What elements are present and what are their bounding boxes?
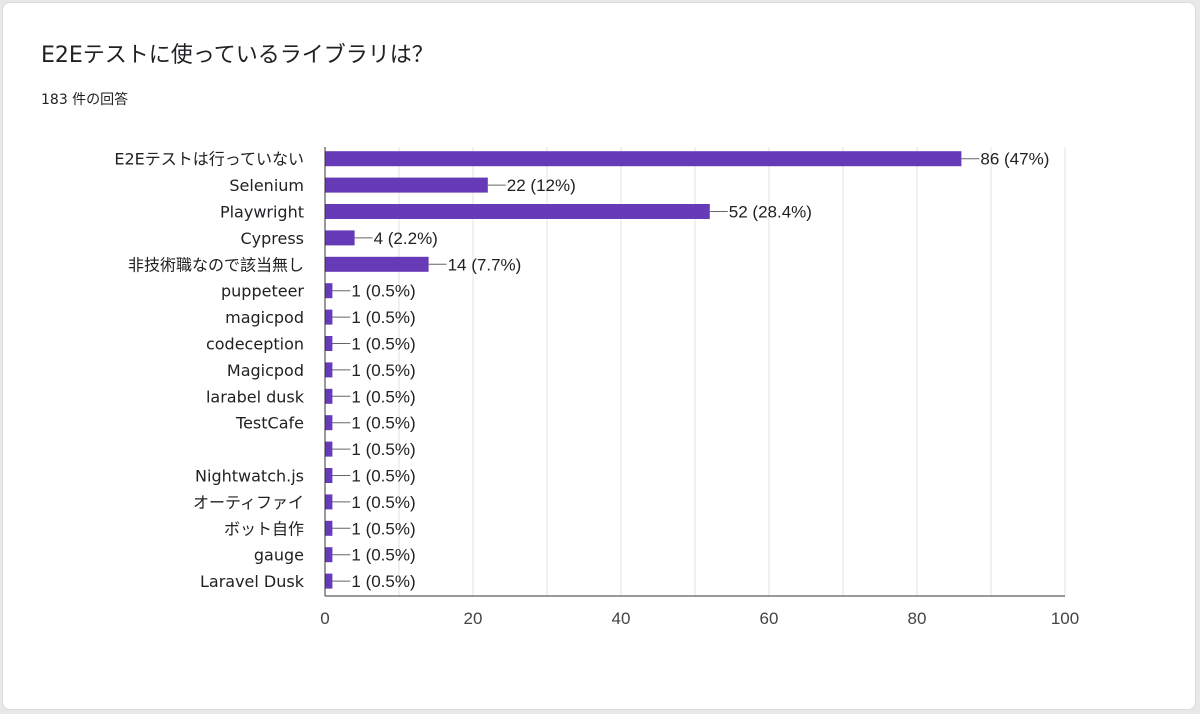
bar (325, 309, 333, 325)
bar (325, 336, 333, 351)
category-label: TestCafe (235, 414, 304, 433)
data-label: 1 (0.5%) (351, 387, 415, 406)
bar (325, 362, 333, 378)
category-label: オーティファイ (193, 493, 304, 512)
data-label: 1 (0.5%) (351, 546, 415, 565)
bar (325, 256, 429, 272)
category-label: Nightwatch.js (195, 467, 304, 486)
category-label: magicpod (225, 308, 304, 327)
x-tick-label: 20 (464, 609, 483, 628)
question-title: E2Eテストに使っているライブラリは？ (41, 43, 434, 68)
bar (325, 494, 333, 510)
labels: 0 20 40 60 80 100 86 (47%) E2Eテストは行っていない 22 (12%… (114, 150, 1079, 628)
data-label: 1 (0.5%) (351, 361, 415, 380)
data-label: 1 (0.5%) (351, 308, 415, 327)
bar (325, 283, 333, 299)
bar (325, 388, 333, 404)
data-label: 1 (0.5%) (351, 467, 415, 486)
category-label: 非技術職なので該当無し (128, 255, 304, 274)
bar (325, 230, 355, 246)
data-label: 1 (0.5%) (351, 493, 415, 512)
bars (325, 151, 962, 589)
data-label: 1 (0.5%) (351, 572, 415, 591)
x-tick-label: 100 (1051, 609, 1079, 628)
data-label: 1 (0.5%) (351, 335, 415, 354)
category-label: Laravel Dusk (200, 572, 305, 591)
bar (325, 573, 333, 589)
category-label: codeception (206, 335, 304, 354)
bar (325, 204, 710, 219)
response-count: 183 件の回答 (41, 92, 129, 108)
category-label: E2Eテストは行っていない (114, 150, 304, 169)
bar (325, 415, 333, 431)
category-label: gauge (254, 546, 304, 565)
data-label: 1 (0.5%) (351, 282, 415, 301)
data-label: 14 (7.7%) (448, 255, 522, 274)
bar (325, 441, 333, 457)
x-tick-label: 40 (612, 609, 631, 628)
bar (325, 468, 333, 483)
grid-lines (324, 147, 1066, 597)
bar (325, 547, 333, 563)
category-label: Playwright (220, 203, 304, 222)
data-label: 52 (28.4%) (729, 203, 812, 222)
data-label: 4 (2.2%) (374, 229, 438, 248)
x-tick-label: 80 (908, 609, 927, 628)
x-tick-label: 0 (320, 609, 329, 628)
data-label: 22 (12%) (507, 176, 576, 195)
bar (325, 520, 333, 536)
bar (325, 151, 962, 167)
data-label: 86 (47%) (980, 150, 1049, 169)
category-label: ボット自作 (224, 519, 304, 538)
data-label: 1 (0.5%) (351, 414, 415, 433)
category-label: puppeteer (221, 282, 304, 301)
bar (325, 177, 488, 193)
category-label: Magicpod (227, 361, 304, 380)
data-label: 1 (0.5%) (351, 519, 415, 538)
category-label: Cypress (240, 229, 304, 248)
x-tick-label: 60 (760, 609, 779, 628)
category-label: larabel dusk (206, 387, 305, 406)
category-label: Selenium (229, 176, 304, 195)
data-label: 1 (0.5%) (351, 440, 415, 459)
